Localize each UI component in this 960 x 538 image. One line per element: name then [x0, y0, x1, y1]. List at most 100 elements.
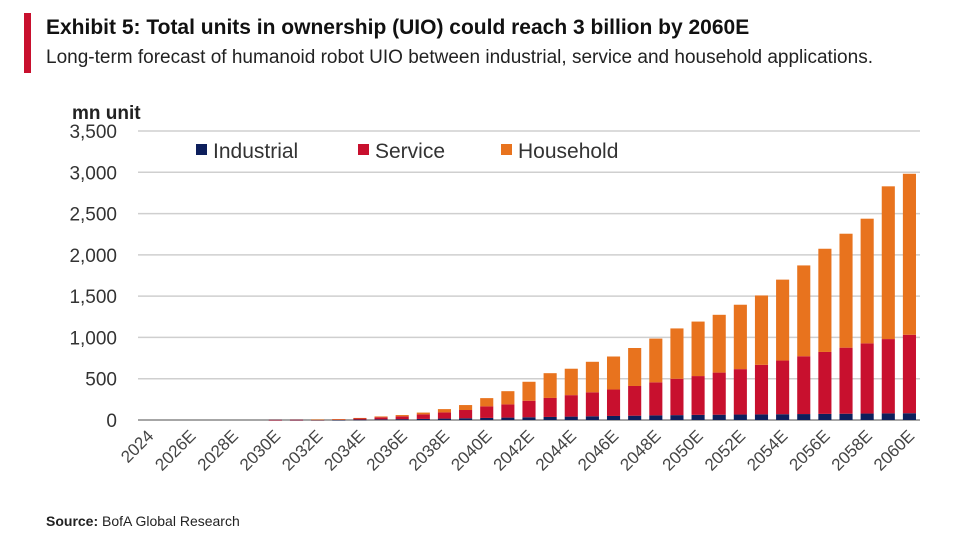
bar-segment — [628, 385, 642, 416]
chart-title: Exhibit 5: Total units in ownership (UIO… — [46, 16, 750, 39]
bar-segment — [839, 347, 853, 414]
bar-segment — [395, 415, 409, 417]
x-tick-label: 2038E — [405, 426, 453, 474]
x-tick-label: 2030E — [236, 426, 284, 474]
bar-segment — [649, 338, 663, 383]
legend-label: Household — [518, 140, 618, 163]
bar-segment — [585, 361, 599, 393]
bar-segment — [501, 391, 515, 405]
bar-segment — [881, 186, 895, 340]
bar-segment — [543, 416, 557, 420]
bar-segment — [776, 279, 790, 361]
bar-segment — [881, 413, 895, 420]
bar-segment — [606, 389, 621, 416]
x-tick-label: 2052E — [701, 426, 749, 474]
y-tick-label: 0 — [106, 411, 117, 432]
bar-segment — [754, 364, 769, 415]
bar-segment — [712, 314, 726, 373]
bar-segment — [289, 419, 304, 421]
bar-segment — [712, 372, 726, 415]
bar-segment — [733, 369, 747, 415]
bar-segment — [628, 415, 642, 420]
bar-segment — [564, 416, 578, 420]
x-tick-label: 2028E — [194, 426, 242, 474]
bar-segment — [416, 414, 430, 419]
bar-segment — [839, 233, 853, 348]
bar-segment — [501, 417, 515, 420]
bar-segment — [395, 419, 409, 420]
bar-segment — [839, 413, 853, 420]
legend-swatch — [501, 144, 512, 155]
bar-segment — [459, 410, 473, 419]
bar-segment — [585, 392, 599, 417]
bar-segment — [522, 417, 536, 420]
bar-segment — [332, 419, 346, 421]
bar-segment — [332, 419, 346, 420]
bar-segment — [860, 218, 874, 344]
bar-segment — [818, 248, 832, 352]
y-tick-label: 2,000 — [69, 246, 117, 267]
bar-segment — [353, 417, 367, 419]
y-tick-label: 2,500 — [69, 205, 117, 226]
bar-segment — [860, 413, 874, 420]
bar-segment — [353, 418, 367, 420]
bar-segment — [374, 419, 388, 420]
y-tick-label: 1,500 — [69, 287, 117, 308]
x-tick-label: 2040E — [447, 426, 495, 474]
y-tick-label: 1,000 — [69, 328, 117, 349]
bar-segment — [480, 406, 494, 418]
bar-segment — [691, 321, 705, 377]
bar-segment — [797, 356, 811, 415]
legend-swatch — [196, 144, 207, 155]
bar-segment — [311, 419, 325, 421]
bar-segment — [902, 413, 916, 420]
bar-segment — [585, 416, 599, 420]
bar-segment — [797, 414, 811, 420]
legend-label: Industrial — [213, 140, 298, 163]
bar-segment — [628, 347, 642, 386]
source-text: BofA Global Research — [102, 513, 240, 529]
bar-segment — [564, 395, 578, 417]
x-tick-label: 2058E — [828, 426, 876, 474]
source-note: Source: BofA Global Research — [46, 513, 240, 529]
bar-segment — [395, 416, 409, 420]
bar-segment — [818, 413, 832, 420]
x-tick-label: 2034E — [321, 426, 369, 474]
y-tick-label: 3,500 — [69, 122, 117, 143]
bar-segment — [480, 398, 494, 407]
bar-segment — [501, 404, 515, 418]
bar-segment — [691, 414, 705, 420]
x-tick-label: 2042E — [490, 426, 538, 474]
x-tick-label: 2048E — [616, 426, 664, 474]
bar-segment — [754, 414, 769, 420]
bar-segment — [437, 412, 452, 419]
bar-segment — [902, 173, 916, 335]
bar-segment — [437, 409, 452, 413]
bar-segment — [754, 295, 769, 365]
bar-segment — [860, 343, 874, 414]
bar-segment — [480, 417, 494, 420]
bar-segment — [733, 304, 747, 370]
bar-segment — [606, 415, 621, 420]
bar-segment — [797, 265, 811, 357]
bar-segment — [522, 381, 536, 401]
bar-segment — [606, 356, 621, 390]
bar-segment — [649, 382, 663, 416]
bar-segment — [902, 334, 916, 414]
bar-segment — [459, 418, 473, 420]
y-tick-label: 500 — [85, 370, 117, 391]
bar-segment — [649, 415, 663, 420]
y-axis-unit-label: mn unit — [72, 103, 141, 124]
bar-segment — [691, 376, 705, 415]
bar-segment — [416, 412, 430, 415]
x-tick-label: 2056E — [786, 426, 834, 474]
x-tick-label: 2054E — [743, 426, 791, 474]
source-label: Source: — [46, 513, 99, 529]
bar-segment — [416, 418, 430, 420]
bar-segment — [564, 368, 578, 396]
bar-segment — [522, 400, 536, 418]
x-tick-label: 2050E — [659, 426, 707, 474]
bar-segment — [881, 339, 895, 414]
bar-segment — [818, 351, 832, 414]
